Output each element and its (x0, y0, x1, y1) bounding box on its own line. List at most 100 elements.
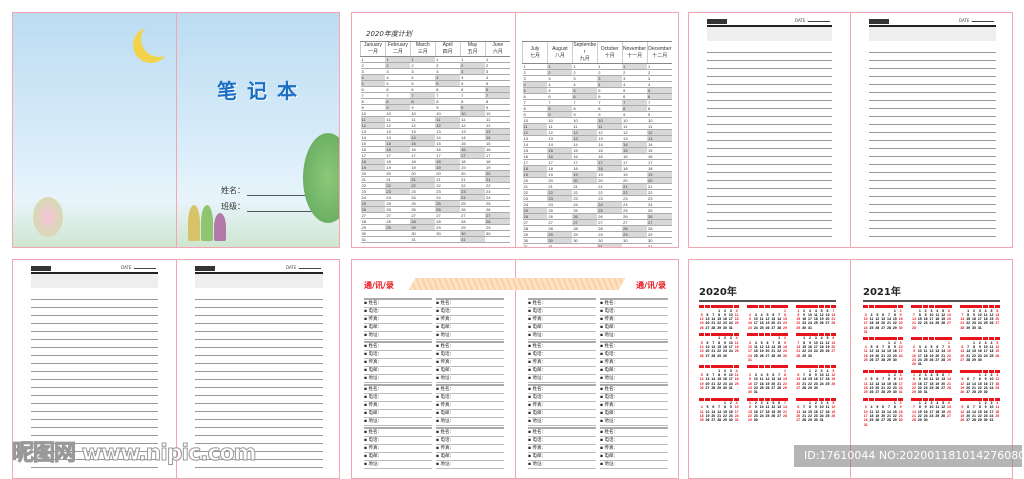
day-cell[interactable]: 4 (435, 74, 461, 81)
day-cell[interactable]: 24 (485, 194, 510, 201)
day-cell[interactable]: 28 (597, 225, 623, 232)
day-cell[interactable]: 22 (360, 182, 386, 189)
contact-field[interactable]: ▪ 姓名： (364, 343, 432, 351)
day-cell[interactable]: 9 (410, 104, 436, 111)
day-cell[interactable]: 26 (435, 206, 461, 213)
day-cell[interactable]: 15 (522, 147, 548, 154)
day-cell[interactable]: 7 (522, 99, 548, 106)
day-cell[interactable]: 23 (522, 195, 548, 202)
day-cell[interactable]: 10 (385, 110, 411, 117)
day-cell[interactable]: 7 (572, 99, 598, 106)
day-cell[interactable]: 11 (360, 116, 386, 123)
day-cell[interactable]: 2 (597, 69, 623, 76)
day-cell[interactable]: 21 (410, 176, 436, 183)
contact-field[interactable]: ▪ 电话： (436, 394, 504, 402)
day-cell[interactable]: 6 (460, 86, 486, 93)
contact-field[interactable]: ▪ 姓名： (364, 386, 432, 394)
day-cell[interactable]: 20 (485, 170, 510, 177)
day-cell[interactable]: 29 (647, 231, 672, 238)
day-cell[interactable]: 1 (572, 63, 598, 70)
day-cell[interactable]: 8 (572, 105, 598, 112)
day-cell[interactable]: 12 (597, 129, 623, 136)
day-cell[interactable]: 3 (410, 68, 436, 75)
day-cell[interactable]: 26 (647, 213, 672, 220)
day-cell[interactable]: 23 (435, 188, 461, 195)
day-cell[interactable]: 5 (460, 80, 486, 87)
contact-field[interactable]: ▪ 地址： (600, 332, 668, 340)
day-cell[interactable]: 25 (360, 200, 386, 207)
day-cell[interactable]: 13 (572, 135, 598, 142)
day-cell[interactable]: 5 (597, 87, 623, 94)
contact-field[interactable]: ▪ 地址： (600, 418, 668, 426)
day-cell[interactable]: 23 (647, 195, 672, 202)
day-cell[interactable]: 3 (460, 68, 486, 75)
day-cell[interactable]: 12 (360, 122, 386, 129)
contact-field[interactable]: ▪ 电邮： (528, 367, 596, 375)
day-cell[interactable]: 14 (435, 134, 461, 141)
contact-field[interactable]: ▪ 电邮： (436, 367, 504, 375)
day-cell[interactable]: 22 (435, 182, 461, 189)
day-cell[interactable]: 13 (460, 128, 486, 135)
day-cell[interactable]: 22 (410, 182, 436, 189)
day-cell[interactable]: 1 (385, 56, 411, 63)
day-cell[interactable]: 16 (435, 146, 461, 153)
day-cell[interactable]: 2 (460, 62, 486, 69)
contact-field[interactable]: ▪ 地址： (600, 375, 668, 383)
day-cell[interactable]: 17 (572, 159, 598, 166)
contact-field[interactable]: ▪ 地址： (364, 375, 432, 383)
day-cell[interactable]: 15 (360, 140, 386, 147)
day-cell[interactable]: 17 (547, 159, 573, 166)
day-cell[interactable]: 28 (485, 218, 510, 225)
day-cell[interactable]: 12 (460, 122, 486, 129)
day-cell[interactable]: 4 (522, 81, 548, 88)
contact-field[interactable]: ▪ 地址： (600, 461, 668, 469)
day-cell[interactable]: 31 (522, 243, 548, 247)
contact-field[interactable]: ▪ 电邮： (364, 367, 432, 375)
day-cell[interactable]: 13 (622, 135, 648, 142)
day-cell[interactable]: 30 (647, 237, 672, 244)
day-cell[interactable]: 3 (522, 75, 548, 82)
day-cell[interactable]: 29 (572, 231, 598, 238)
day-cell[interactable]: 27 (460, 212, 486, 219)
day-cell[interactable]: 16 (485, 146, 510, 153)
day-cell[interactable]: 23 (360, 188, 386, 195)
contact-field[interactable]: ▪ 电邮： (600, 324, 668, 332)
day-cell[interactable]: 15 (385, 140, 411, 147)
day-cell[interactable]: 8 (647, 105, 672, 112)
day-cell[interactable]: 13 (647, 135, 672, 142)
day-cell[interactable]: 9 (547, 111, 573, 118)
day-cell[interactable]: 13 (410, 128, 436, 135)
day-cell[interactable]: 9 (385, 104, 411, 111)
day-cell[interactable]: 2 (360, 62, 386, 69)
day-cell[interactable]: 5 (410, 80, 436, 87)
day-cell[interactable]: 24 (622, 201, 648, 208)
day-cell[interactable]: 4 (460, 74, 486, 81)
day-cell[interactable]: 6 (435, 86, 461, 93)
contact-field[interactable]: ▪ 电邮： (364, 410, 432, 418)
day-cell[interactable]: 16 (410, 146, 436, 153)
day-cell[interactable]: 17 (647, 159, 672, 166)
day-cell[interactable]: 11 (410, 116, 436, 123)
day-cell[interactable]: 17 (485, 152, 510, 159)
day-cell[interactable]: 3 (572, 75, 598, 82)
day-cell[interactable]: 23 (597, 195, 623, 202)
contact-field[interactable]: ▪ 传真： (528, 316, 596, 324)
day-cell[interactable]: 18 (647, 165, 672, 172)
contact-field[interactable]: ▪ 电邮： (436, 453, 504, 461)
day-cell[interactable]: 25 (622, 207, 648, 214)
day-cell[interactable]: 2 (622, 69, 648, 76)
day-cell[interactable]: 13 (547, 135, 573, 142)
day-cell[interactable]: 12 (485, 122, 510, 129)
day-cell[interactable]: 28 (410, 218, 436, 225)
day-cell[interactable]: 19 (460, 164, 486, 171)
contact-field[interactable]: ▪ 电话： (528, 351, 596, 359)
contact-field[interactable]: ▪ 电话： (364, 394, 432, 402)
day-cell[interactable]: 10 (597, 117, 623, 124)
day-cell[interactable]: 20 (360, 170, 386, 177)
day-cell[interactable]: 5 (435, 80, 461, 87)
day-cell[interactable]: 9 (485, 104, 510, 111)
day-cell[interactable]: 18 (360, 158, 386, 165)
day-cell[interactable]: 27 (485, 212, 510, 219)
day-cell[interactable]: 14 (385, 134, 411, 141)
day-cell[interactable]: 16 (360, 146, 386, 153)
